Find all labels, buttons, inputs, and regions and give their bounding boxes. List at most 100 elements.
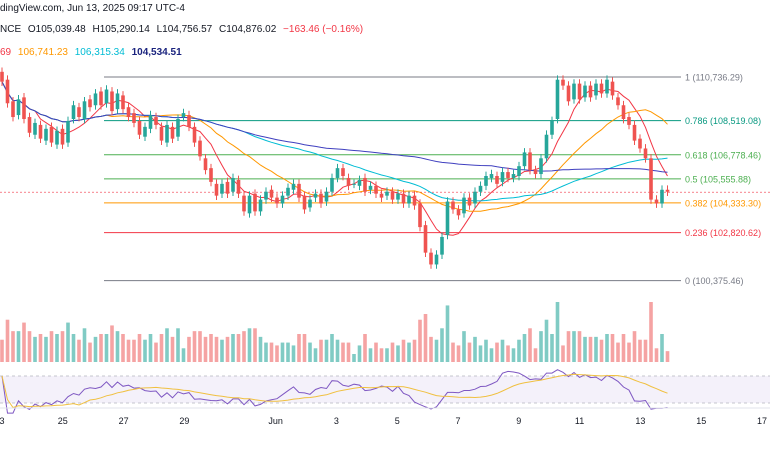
candle-body-48 (264, 191, 268, 200)
volume-bar-114 (627, 342, 631, 362)
candle-body-108 (594, 83, 598, 96)
candle-body-85 (467, 197, 472, 206)
candle-body-80 (440, 236, 444, 255)
candle-body-66 (363, 177, 367, 192)
candle-body-4 (22, 97, 26, 119)
volume-bar-32 (176, 328, 180, 362)
x-tick-label-8: 9 (516, 416, 521, 426)
volume-bar-120 (660, 334, 664, 362)
candle-body-2 (11, 101, 15, 118)
volume-bar-77 (423, 314, 428, 362)
candle-body-57 (313, 193, 318, 198)
volume-bar-3 (16, 331, 21, 362)
candle-body-10 (55, 130, 59, 145)
candle-body-67 (368, 185, 373, 190)
volume-bar-57 (313, 348, 318, 362)
volume-bar-45 (247, 328, 252, 362)
x-tick-label-0: 3 (0, 416, 5, 426)
volume-bar-74 (407, 342, 411, 362)
candle-body-92 (506, 172, 510, 178)
candle-body-14 (77, 107, 81, 118)
x-tick-label-1: 25 (58, 416, 68, 426)
candle-body-94 (517, 166, 521, 176)
candle-body-65 (357, 179, 362, 186)
candle-body-64 (352, 183, 356, 185)
volume-bar-82 (451, 342, 455, 362)
candle-body-46 (253, 193, 257, 212)
volume-bar-39 (214, 336, 219, 362)
volume-bar-110 (605, 334, 609, 362)
candle-body-25 (137, 120, 142, 135)
volume-bar-22 (121, 334, 125, 362)
fib-label-6: 0 (100,375.46) (685, 276, 744, 286)
candle-body-111 (610, 81, 615, 96)
moving-average-2 (1, 81, 668, 212)
candle-body-113 (621, 105, 626, 119)
volume-bar-80 (440, 328, 444, 362)
candle-body-38 (209, 168, 213, 182)
rsi-panel (0, 369, 770, 414)
candle-body-12 (66, 120, 70, 143)
candle-body-56 (308, 199, 312, 208)
candle-body-104 (572, 83, 576, 100)
rsi-line (1, 369, 668, 414)
candle-body-24 (132, 113, 136, 123)
volume-bar-69 (379, 348, 384, 362)
volume-bar-38 (209, 334, 213, 362)
volume-bar-11 (60, 331, 65, 362)
candle-body-69 (379, 193, 384, 198)
candle-body-31 (170, 126, 175, 139)
volume-bar-64 (352, 354, 356, 362)
volume-bar-72 (396, 345, 400, 362)
fib-label-0: 1 (110,736.29) (685, 73, 743, 83)
volume-bar-90 (495, 342, 499, 362)
volume-bar-95 (522, 334, 527, 362)
candle-body-15 (82, 101, 87, 119)
candle-body-45 (247, 195, 252, 214)
volume-bar-86 (473, 336, 477, 362)
candle-body-93 (511, 174, 516, 178)
candle-body-72 (396, 193, 400, 200)
candle-body-109 (599, 83, 604, 94)
volume-bar-14 (77, 339, 81, 362)
volume-bar-41 (225, 336, 230, 362)
candle-body-79 (434, 254, 439, 265)
volume-bar-42 (231, 334, 235, 362)
volume-bar-23 (126, 339, 131, 362)
volume-bar-119 (654, 348, 659, 362)
candle-body-37 (203, 158, 208, 171)
candle-body-91 (500, 172, 505, 182)
volume-bar-12 (66, 322, 70, 362)
volume-bars (0, 302, 670, 362)
x-tick-label-3: 29 (179, 416, 189, 426)
source-and-timestamp: dingView.com, Jun 13, 2025 09:17 UTC-4 (0, 3, 185, 14)
volume-bar-99 (544, 319, 549, 362)
volume-bar-28 (154, 342, 158, 362)
volume-bar-92 (506, 345, 510, 362)
candle-body-117 (643, 148, 648, 159)
volume-bar-21 (115, 331, 120, 362)
volume-bar-29 (159, 334, 164, 362)
volume-bar-4 (22, 322, 26, 362)
volume-bar-26 (143, 339, 147, 362)
volume-bar-54 (297, 334, 301, 362)
volume-bar-13 (71, 334, 76, 362)
candle-body-121 (665, 189, 670, 192)
x-tick-label-9: 11 (575, 416, 584, 426)
candle-body-27 (148, 115, 153, 129)
volume-bar-107 (588, 336, 593, 362)
ohlc-low: L104,756.57 (156, 24, 213, 35)
candle-body-16 (88, 99, 92, 108)
volume-bar-66 (363, 334, 367, 362)
volume-bar-60 (330, 334, 334, 362)
moving-average-4 (1, 81, 668, 173)
candle-body-55 (302, 195, 307, 210)
volume-bar-98 (539, 331, 543, 362)
volume-bar-15 (82, 328, 87, 362)
volume-bar-111 (610, 334, 615, 362)
candle-body-29 (159, 126, 164, 141)
volume-bar-16 (88, 342, 92, 362)
fib-label-1: 0.786 (108,519.08) (685, 116, 761, 126)
candle-body-74 (407, 195, 411, 204)
